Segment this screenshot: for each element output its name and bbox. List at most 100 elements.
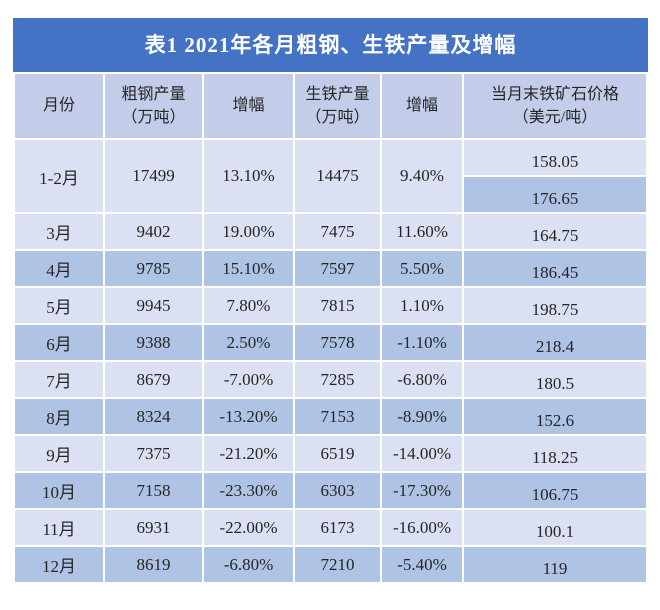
pig-growth-cell: -16.00% — [382, 510, 462, 545]
table-row: 8月 8324 -13.20% 7153 -8.90% 152.6 — [15, 399, 646, 434]
header-unit: （万吨） — [305, 109, 370, 126]
header-row: 月份 粗钢产量 （万吨） 增幅 生铁产量 （万吨） 增幅 当月末铁矿石价格 （美元/吨… — [15, 74, 646, 138]
pig-iron-cell: 7285 — [295, 362, 380, 397]
price-cell: 180.5 — [464, 362, 646, 397]
crude-steel-cell: 17499 — [105, 140, 202, 212]
price-cell: 198.75 — [464, 288, 646, 323]
price-cell: 186.45 — [464, 251, 646, 286]
table-row: 1-2月 17499 13.10% 14475 9.40% 158.05 — [15, 140, 646, 212]
pig-iron-cell: 7475 — [295, 214, 380, 249]
table-row: 10月 7158 -23.30% 6303 -17.30% 106.75 — [15, 473, 646, 508]
header-label: 增幅 — [232, 97, 265, 115]
pig-growth-cell: 1.10% — [382, 288, 462, 323]
pig-growth-cell: -5.40% — [382, 547, 462, 582]
table-row: 3月 9402 19.00% 7475 11.60% 164.75 — [15, 214, 646, 249]
table-row: 4月 9785 15.10% 7597 5.50% 186.45 — [15, 251, 646, 286]
table-title: 表1 2021年各月粗钢、生铁产量及增幅 — [13, 18, 648, 72]
production-table: 表1 2021年各月粗钢、生铁产量及增幅 月份 粗钢产量 （万吨） 增幅 生铁产量… — [13, 18, 648, 584]
table-subrow: 176.65 — [15, 177, 646, 212]
pig-iron-cell: 7815 — [295, 288, 380, 323]
month-cell: 6月 — [15, 325, 103, 360]
pig-iron-cell: 6173 — [295, 510, 380, 545]
crude-growth-cell: -7.00% — [204, 362, 293, 397]
pig-growth-cell: 5.50% — [382, 251, 462, 286]
crude-growth-cell: 2.50% — [204, 325, 293, 360]
crude-growth-cell: 7.80% — [204, 288, 293, 323]
crude-growth-cell: 19.00% — [204, 214, 293, 249]
month-cell: 5月 — [15, 288, 103, 323]
pig-iron-cell: 7153 — [295, 399, 380, 434]
month-cell: 8月 — [15, 399, 103, 434]
pig-growth-cell: -14.00% — [382, 436, 462, 471]
header-label: 粗钢产量 — [121, 85, 186, 103]
crude-steel-cell: 8619 — [105, 547, 202, 582]
month-cell: 4月 — [15, 251, 103, 286]
price-cell: 158.05 — [464, 140, 646, 175]
table-row: 9月 7375 -21.20% 6519 -14.00% 118.25 — [15, 436, 646, 471]
pig-growth-cell: -1.10% — [382, 325, 462, 360]
month-cell: 1-2月 — [15, 140, 103, 212]
pig-iron-cell: 7597 — [295, 251, 380, 286]
pig-iron-cell: 7210 — [295, 547, 380, 582]
crude-growth-cell: -21.20% — [204, 436, 293, 471]
table-row: 12月 8619 -6.80% 7210 -5.40% 119 — [15, 547, 646, 582]
month-cell: 9月 — [15, 436, 103, 471]
crude-steel-cell: 6931 — [105, 510, 202, 545]
crude-steel-cell: 7158 — [105, 473, 202, 508]
crude-steel-cell: 9785 — [105, 251, 202, 286]
crude-steel-cell: 8679 — [105, 362, 202, 397]
pig-iron-cell: 6519 — [295, 436, 380, 471]
pig-growth-cell: 11.60% — [382, 214, 462, 249]
column-header-crude-growth: 增幅 — [204, 74, 293, 138]
column-header-ore-price: 当月末铁矿石价格 （美元/吨） — [464, 74, 646, 138]
price-cell: 176.65 — [464, 177, 646, 212]
month-cell: 11月 — [15, 510, 103, 545]
header-label: 月份 — [42, 97, 75, 115]
crude-steel-cell: 7375 — [105, 436, 202, 471]
price-cell: 119 — [464, 547, 646, 582]
month-cell: 3月 — [15, 214, 103, 249]
pig-growth-cell: 9.40% — [382, 140, 462, 212]
crude-growth-cell: 15.10% — [204, 251, 293, 286]
pig-growth-cell: -17.30% — [382, 473, 462, 508]
table-body: 1-2月 17499 13.10% 14475 9.40% 158.05 176.65 3月 9… — [15, 140, 646, 582]
crude-growth-cell: -13.20% — [204, 399, 293, 434]
header-unit: （万吨） — [121, 109, 186, 126]
column-header-pig-iron: 生铁产量 （万吨） — [295, 74, 380, 138]
data-table: 月份 粗钢产量 （万吨） 增幅 生铁产量 （万吨） 增幅 当月末铁矿石价格 （美元/吨… — [13, 72, 648, 584]
crude-growth-cell: -22.00% — [204, 510, 293, 545]
crude-growth-cell: 13.10% — [204, 140, 293, 212]
crude-steel-cell: 9945 — [105, 288, 202, 323]
pig-growth-cell: -6.80% — [382, 362, 462, 397]
pig-iron-cell: 14475 — [295, 140, 380, 212]
column-header-pig-growth: 增幅 — [382, 74, 462, 138]
table-header: 月份 粗钢产量 （万吨） 增幅 生铁产量 （万吨） 增幅 当月末铁矿石价格 （美元/吨… — [15, 74, 646, 138]
table-row: 7月 8679 -7.00% 7285 -6.80% 180.5 — [15, 362, 646, 397]
header-label: 增幅 — [405, 97, 438, 115]
crude-steel-cell: 8324 — [105, 399, 202, 434]
month-cell: 10月 — [15, 473, 103, 508]
crude-steel-cell: 9402 — [105, 214, 202, 249]
price-cell: 152.6 — [464, 399, 646, 434]
price-cell: 118.25 — [464, 436, 646, 471]
header-unit: （美元/吨） — [512, 109, 598, 126]
table-row: 5月 9945 7.80% 7815 1.10% 198.75 — [15, 288, 646, 323]
price-cell: 106.75 — [464, 473, 646, 508]
crude-growth-cell: -6.80% — [204, 547, 293, 582]
month-cell: 12月 — [15, 547, 103, 582]
column-header-month: 月份 — [15, 74, 103, 138]
crude-steel-cell: 9388 — [105, 325, 202, 360]
header-label: 当月末铁矿石价格 — [490, 85, 619, 103]
table-row: 11月 6931 -22.00% 6173 -16.00% 100.1 — [15, 510, 646, 545]
price-cell: 164.75 — [464, 214, 646, 249]
pig-iron-cell: 7578 — [295, 325, 380, 360]
pig-iron-cell: 6303 — [295, 473, 380, 508]
month-cell: 7月 — [15, 362, 103, 397]
price-cell: 218.4 — [464, 325, 646, 360]
column-header-crude-steel: 粗钢产量 （万吨） — [105, 74, 202, 138]
crude-growth-cell: -23.30% — [204, 473, 293, 508]
table-row: 6月 9388 2.50% 7578 -1.10% 218.4 — [15, 325, 646, 360]
pig-growth-cell: -8.90% — [382, 399, 462, 434]
price-cell: 100.1 — [464, 510, 646, 545]
header-label: 生铁产量 — [305, 85, 370, 103]
